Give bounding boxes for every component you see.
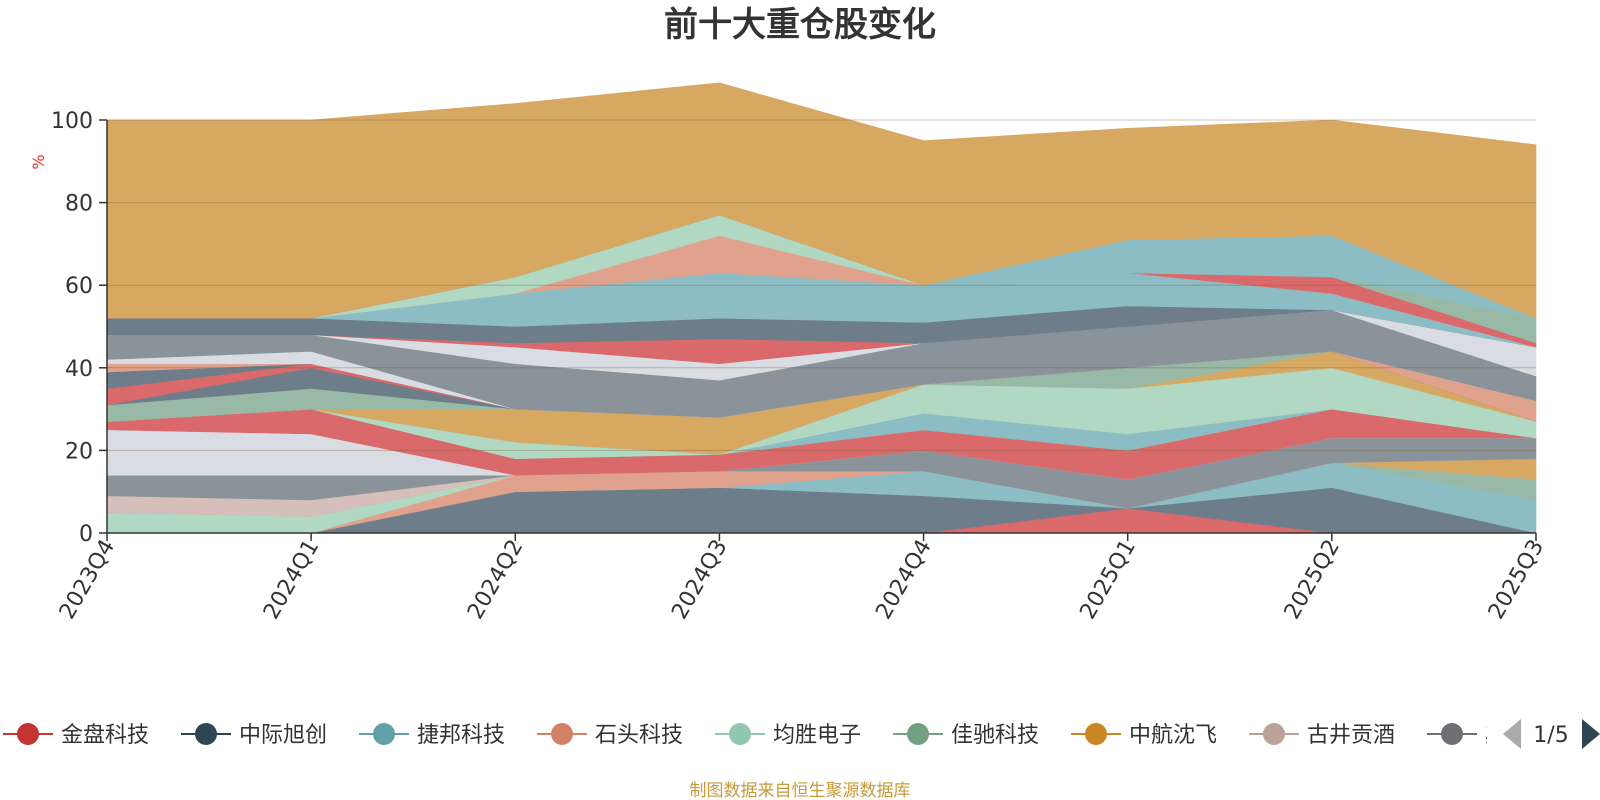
legend-item[interactable]: 金盘科技 bbox=[3, 723, 149, 748]
legend-marker-icon bbox=[373, 723, 395, 745]
legend-next-page-icon[interactable] bbox=[1582, 719, 1600, 749]
legend-item[interactable]: 中航沈飞 bbox=[1071, 723, 1217, 748]
y-tick-label: 100 bbox=[51, 109, 93, 134]
legend-item[interactable]: 中际旭创 bbox=[181, 723, 327, 748]
legend-marker-icon bbox=[17, 723, 39, 745]
legend-items: 金盘科技 中际旭创 捷邦科技 石头科技 均胜电子 佳驰科技 中航沈飞 古井贡酒 其他持仓A bbox=[3, 723, 1588, 748]
legend-marker-icon bbox=[907, 723, 929, 745]
legend: 金盘科技 中际旭创 捷邦科技 石头科技 均胜电子 佳驰科技 中航沈飞 古井贡酒 其他持仓A bbox=[3, 723, 1588, 748]
y-tick-label: 0 bbox=[79, 522, 93, 547]
legend-label: 古井贡酒 bbox=[1307, 723, 1395, 748]
x-tick-label: 2024Q1 bbox=[259, 536, 324, 624]
legend-item[interactable]: 其他持仓A bbox=[1427, 723, 1588, 748]
legend-item[interactable]: 石头科技 bbox=[537, 723, 683, 748]
legend-marker-icon bbox=[1085, 723, 1107, 745]
y-tick-label: 40 bbox=[65, 357, 93, 382]
legend-marker-icon bbox=[1441, 723, 1463, 745]
area-series-31[interactable] bbox=[106, 82, 1537, 319]
legend-label: 金盘科技 bbox=[61, 723, 149, 748]
gridlines bbox=[107, 119, 1536, 451]
legend-marker-icon bbox=[729, 723, 751, 745]
x-tick-label: 2025Q2 bbox=[1280, 536, 1345, 624]
x-tick-label: 2024Q2 bbox=[463, 536, 528, 624]
area-series-layer bbox=[106, 82, 1537, 534]
legend-pager: 1/5 bbox=[1503, 719, 1600, 749]
legend-item[interactable]: 均胜电子 bbox=[715, 723, 861, 748]
y-axis-unit-label: % bbox=[29, 154, 48, 169]
legend-marker-icon bbox=[195, 723, 217, 745]
legend-label: 佳驰科技 bbox=[951, 723, 1039, 748]
chart-title: 前十大重仓股变化 bbox=[664, 5, 936, 45]
x-tick-label: 2025Q3 bbox=[1484, 536, 1549, 624]
legend-label: 中航沈飞 bbox=[1129, 723, 1217, 748]
legend-marker-icon bbox=[551, 723, 573, 745]
legend-prev-page-icon[interactable] bbox=[1503, 719, 1521, 749]
legend-label: 均胜电子 bbox=[773, 723, 861, 748]
y-tick-label: 80 bbox=[65, 192, 93, 217]
x-tick-label: 2023Q4 bbox=[55, 536, 120, 624]
legend-item[interactable]: 捷邦科技 bbox=[359, 723, 505, 748]
legend-label: 中际旭创 bbox=[239, 723, 327, 748]
y-tick-label: 60 bbox=[65, 274, 93, 299]
y-tick-label: 20 bbox=[65, 439, 93, 464]
legend-item[interactable]: 古井贡酒 bbox=[1249, 723, 1395, 748]
legend-item[interactable]: 佳驰科技 bbox=[893, 723, 1039, 748]
data-source-note: 制图数据来自恒生聚源数据库 bbox=[690, 781, 911, 800]
legend-page-indicator: 1/5 bbox=[1533, 723, 1568, 748]
legend-marker-icon bbox=[1263, 723, 1285, 745]
legend-label: 石头科技 bbox=[595, 723, 683, 748]
legend-label: 其他持仓A bbox=[1485, 723, 1588, 748]
x-tick-label: 2025Q1 bbox=[1076, 536, 1141, 624]
x-tick-label: 2024Q4 bbox=[871, 536, 936, 624]
x-tick-label: 2024Q3 bbox=[667, 536, 732, 624]
legend-label: 捷邦科技 bbox=[417, 723, 505, 748]
